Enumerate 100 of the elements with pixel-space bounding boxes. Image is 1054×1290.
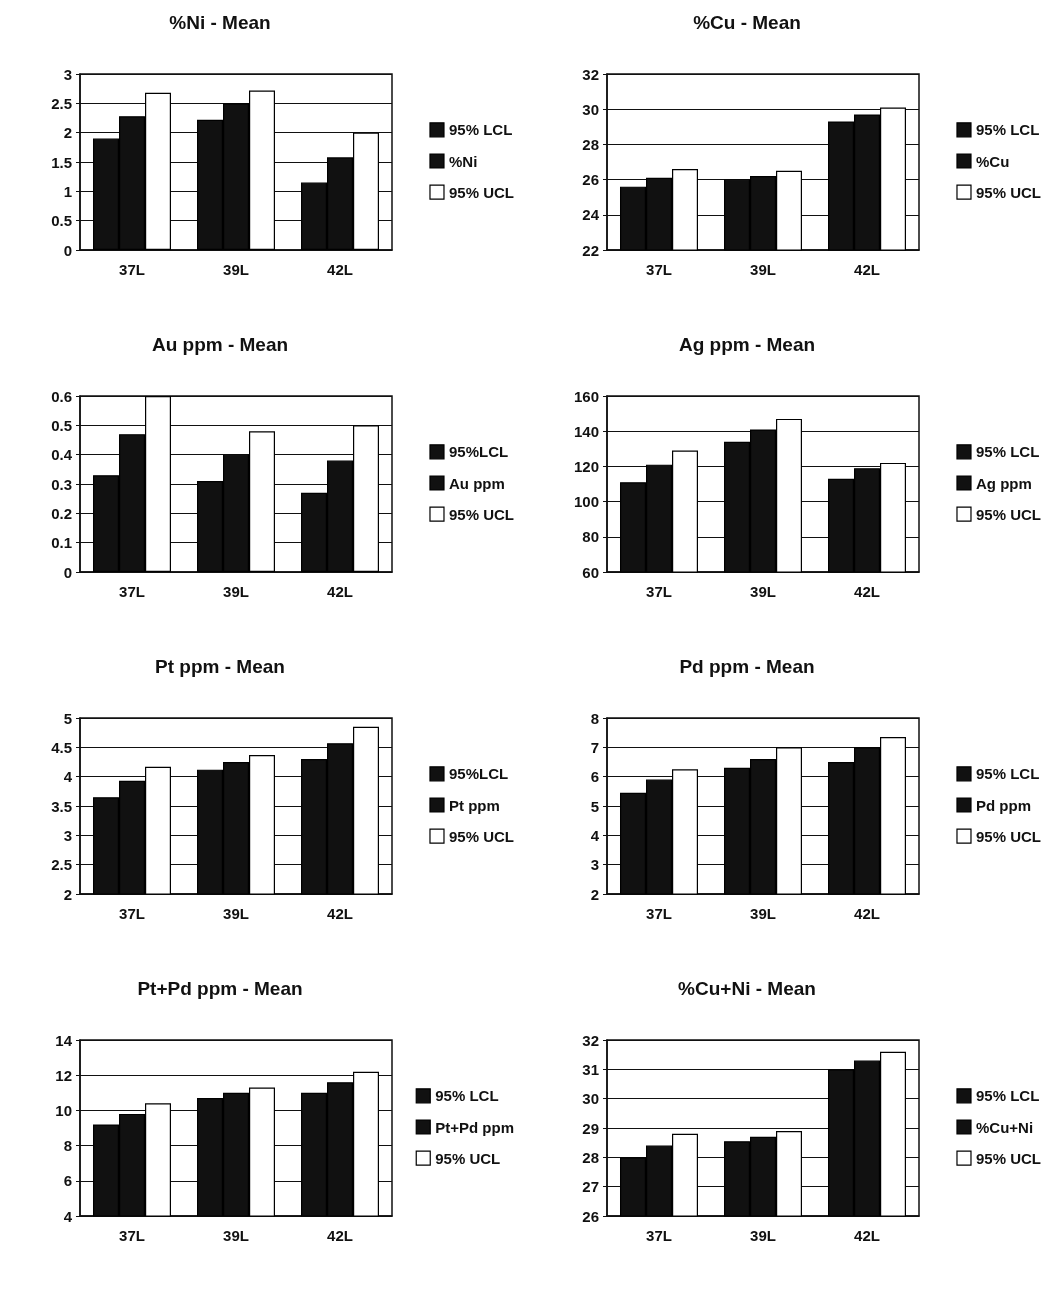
y-tick-label: 2	[590, 885, 599, 903]
y-tick-label: 2	[63, 124, 72, 142]
chart-title: Pd ppm - Mean	[679, 656, 815, 677]
y-tick-label: 6	[590, 768, 599, 786]
legend-label: 95% LCL	[435, 1087, 499, 1105]
legend-label: 95% UCL	[448, 827, 515, 845]
legend-label: 95% UCL	[975, 505, 1042, 523]
y-tick-label: 28	[582, 135, 599, 153]
legend-label: Pt+Pd ppm	[435, 1118, 515, 1136]
legend-label: 95% UCL	[448, 183, 515, 201]
x-tick-label: 37L	[646, 583, 672, 600]
y-tick-label: 29	[582, 1119, 599, 1137]
x-tick-label: 39L	[223, 905, 249, 922]
legend-label: 95% UCL	[975, 827, 1042, 845]
y-tick-label: 3	[63, 826, 72, 844]
legend-label: %Ni	[448, 152, 478, 170]
y-tick-label: 31	[582, 1060, 599, 1078]
legend-label: 95% UCL	[975, 1149, 1042, 1167]
x-tick-label: 39L	[750, 583, 776, 600]
x-tick-label: 37L	[119, 905, 145, 922]
x-tick-label: 37L	[646, 261, 672, 278]
y-tick-label: 6	[63, 1172, 72, 1190]
y-tick-label: 30	[582, 1090, 599, 1108]
y-tick-label: 2.5	[51, 856, 72, 874]
y-tick-label: 3	[63, 65, 72, 83]
y-tick-label: 100	[573, 493, 599, 511]
chart-title: Pt ppm - Mean	[155, 656, 285, 677]
y-tick-label: 8	[63, 1137, 72, 1155]
y-tick-label: 0	[63, 241, 72, 259]
legend-label: 95% UCL	[975, 183, 1042, 201]
y-tick-label: 0.5	[51, 416, 72, 434]
chart-title: Au ppm - Mean	[151, 334, 289, 355]
chart-title: %Cu - Mean	[693, 12, 801, 33]
y-tick-label: 14	[55, 1031, 73, 1049]
x-tick-label: 42L	[327, 261, 353, 278]
x-tick-label: 39L	[750, 905, 776, 922]
chart-title: Pt+Pd ppm - Mean	[137, 978, 303, 999]
x-tick-label: 42L	[327, 583, 353, 600]
y-tick-label: 3	[590, 856, 599, 874]
y-tick-label: 140	[573, 422, 599, 440]
y-tick-label: 0.2	[51, 504, 72, 522]
legend-label: 95% LCL	[448, 121, 513, 139]
legend-label: %Cu	[975, 152, 1010, 170]
y-tick-label: 28	[582, 1148, 599, 1166]
y-tick-label: 4.5	[51, 738, 72, 756]
y-tick-label: 12	[55, 1066, 72, 1084]
chart-title: %Cu+Ni - Mean	[678, 978, 816, 999]
y-tick-label: 120	[573, 457, 599, 475]
legend-label: Ag ppm	[975, 474, 1032, 492]
x-tick-label: 42L	[854, 905, 880, 922]
y-tick-label: 26	[582, 1207, 599, 1225]
y-tick-label: 160	[573, 387, 599, 405]
y-tick-label: 5	[590, 797, 599, 815]
y-tick-label: 26	[582, 171, 599, 189]
x-tick-label: 37L	[646, 905, 672, 922]
y-tick-label: 3.5	[51, 797, 72, 815]
legend-label: Pd ppm	[975, 796, 1031, 814]
y-tick-label: 32	[582, 65, 599, 83]
y-tick-label: 0	[63, 563, 72, 581]
y-tick-label: 27	[582, 1178, 599, 1196]
x-tick-label: 37L	[119, 583, 145, 600]
x-tick-label: 42L	[327, 905, 353, 922]
legend-label: %Cu+Ni	[975, 1118, 1034, 1136]
x-tick-label: 37L	[119, 261, 145, 278]
legend-label: 95%LCL	[448, 765, 509, 783]
y-tick-label: 22	[582, 241, 599, 259]
legend-label: 95% UCL	[448, 505, 515, 523]
y-tick-label: 10	[55, 1101, 72, 1119]
legend-label: 95% UCL	[435, 1149, 501, 1167]
legend-label: Pt ppm	[448, 796, 500, 814]
x-tick-label: 37L	[119, 1227, 145, 1244]
x-tick-label: 39L	[223, 261, 249, 278]
y-tick-label: 1.5	[51, 153, 72, 171]
legend-label: 95% LCL	[975, 443, 1040, 461]
y-tick-label: 80	[582, 528, 599, 546]
y-tick-label: 60	[582, 563, 599, 581]
y-tick-label: 1	[63, 182, 72, 200]
y-tick-label: 32	[582, 1031, 599, 1049]
x-tick-label: 42L	[327, 1227, 353, 1244]
legend-label: 95%LCL	[448, 443, 509, 461]
x-tick-label: 39L	[223, 583, 249, 600]
y-tick-label: 4	[590, 826, 600, 844]
y-tick-label: 4	[63, 768, 73, 786]
y-tick-label: 7	[590, 738, 599, 756]
y-tick-label: 0.1	[51, 534, 72, 552]
y-tick-label: 0.5	[51, 212, 72, 230]
y-tick-label: 0.6	[51, 387, 72, 405]
y-tick-label: 0.3	[51, 475, 72, 493]
chart-title: Ag ppm - Mean	[678, 334, 816, 355]
x-tick-label: 39L	[750, 1227, 776, 1244]
x-tick-label: 39L	[223, 1227, 249, 1244]
legend-label: 95% LCL	[975, 121, 1040, 139]
y-tick-label: 2.5	[51, 94, 72, 112]
y-tick-label: 0.4	[51, 446, 73, 464]
legend-label: Au ppm	[448, 474, 505, 492]
x-tick-label: 37L	[646, 1227, 672, 1244]
y-tick-label: 2	[63, 885, 72, 903]
legend-label: 95% LCL	[975, 1087, 1040, 1105]
y-tick-label: 5	[63, 709, 72, 727]
y-tick-label: 4	[63, 1207, 73, 1225]
